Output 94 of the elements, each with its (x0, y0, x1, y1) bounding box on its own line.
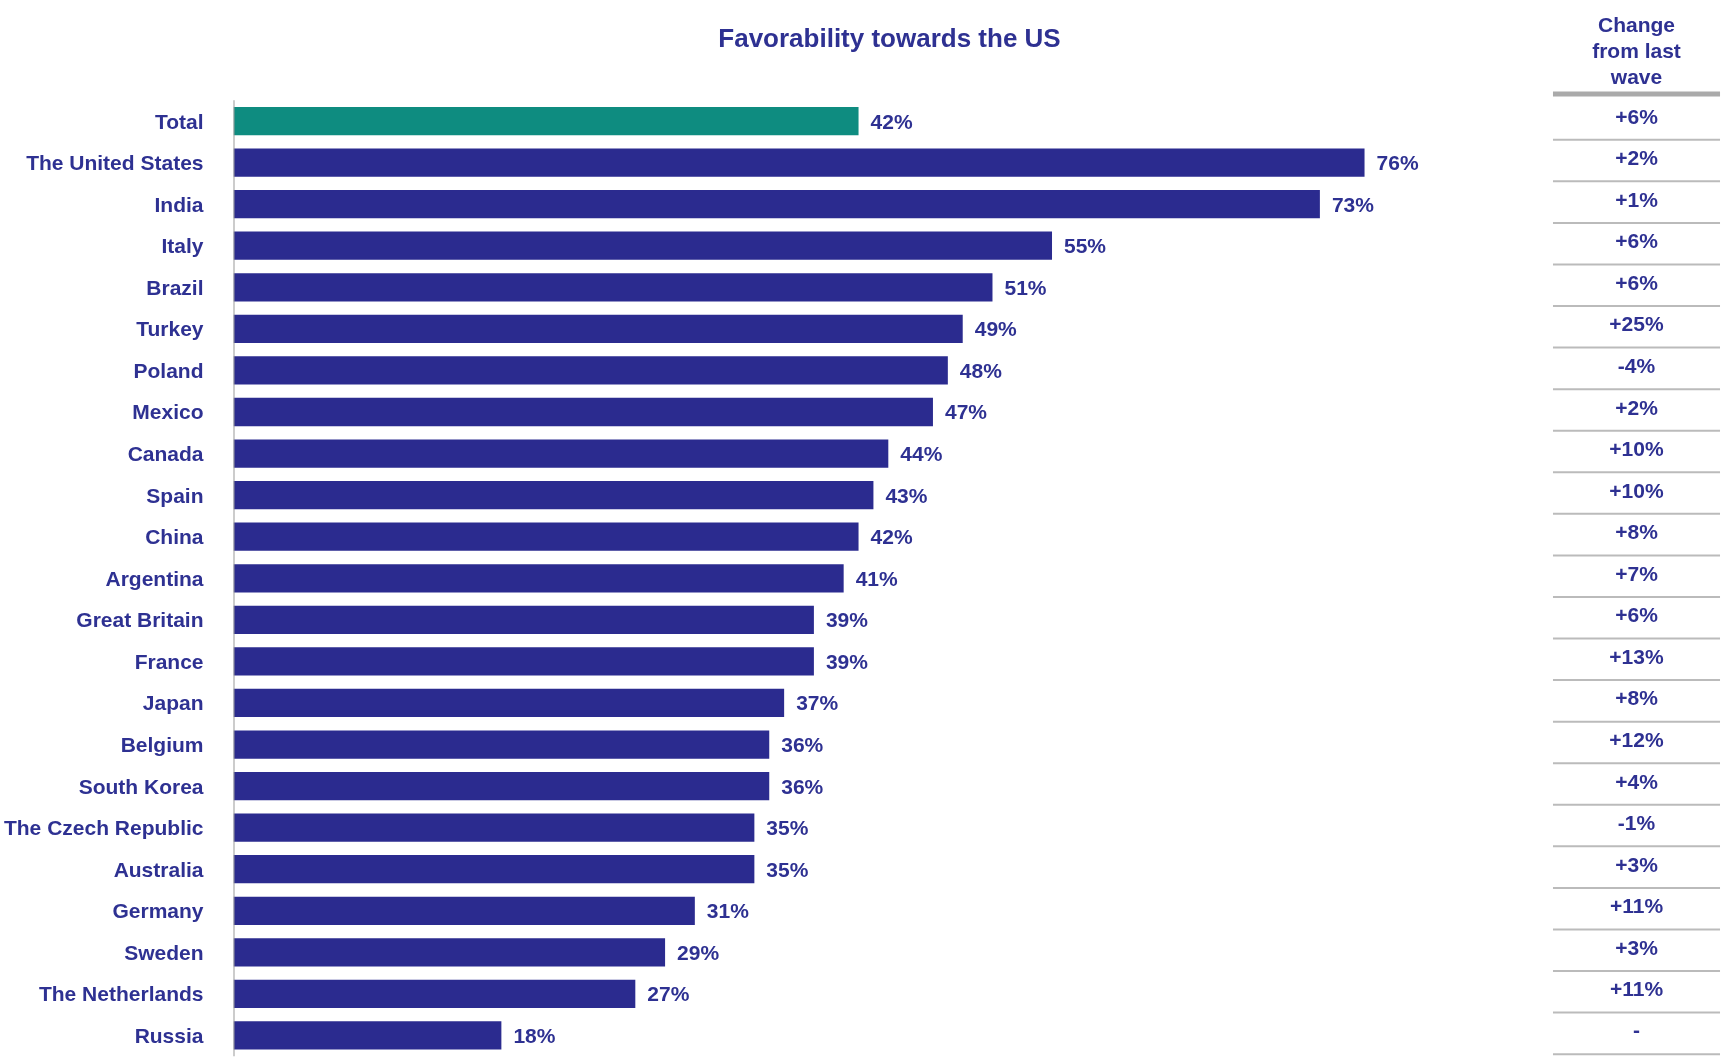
bar (233, 314, 963, 343)
bar (233, 730, 770, 759)
data-label: 37% (796, 691, 839, 715)
y-tick-label: Australia (113, 857, 204, 881)
text: +12% (1609, 728, 1664, 752)
y-tick-label: India (154, 192, 204, 216)
y-tick-label: China (145, 525, 204, 549)
text: +10% (1609, 437, 1664, 461)
text: +10% (1609, 478, 1664, 502)
y-tick-label: The United States (26, 151, 204, 175)
data-label: 42% (870, 109, 913, 133)
data-label: 55% (1064, 234, 1107, 258)
y-tick-label: Great Britain (76, 608, 204, 632)
chart-title: Favorability towards the US (718, 22, 1061, 53)
bar (233, 979, 636, 1009)
text: +11% (1609, 894, 1664, 918)
text: +3% (1615, 852, 1659, 876)
y-tick-label: Brazil (146, 275, 204, 299)
data-label: 27% (647, 982, 690, 1006)
bar (233, 605, 814, 634)
data-label: 36% (781, 774, 824, 798)
bar (233, 647, 814, 676)
data-label: 41% (855, 566, 899, 590)
data-label: 44% (900, 442, 943, 466)
text: -1% (1617, 811, 1656, 835)
text: +4% (1615, 769, 1659, 793)
y-tick-label: Mexico (132, 400, 204, 424)
data-label: 31% (706, 899, 750, 923)
text: +7% (1615, 561, 1659, 585)
bar (233, 231, 1053, 260)
bar (233, 148, 1365, 177)
text: +2% (1615, 395, 1659, 419)
bar (233, 688, 785, 718)
data-label: 29% (677, 940, 720, 964)
bar (233, 481, 874, 510)
data-label: 35% (766, 816, 809, 840)
y-tick-label: Canada (127, 442, 204, 466)
text: +6% (1615, 603, 1659, 627)
bar (233, 356, 948, 385)
bar (233, 1021, 502, 1050)
text: +6% (1615, 104, 1659, 128)
bar (233, 896, 695, 925)
bar (233, 439, 889, 468)
text: Change from last wave (1592, 13, 1681, 88)
data-label: 76% (1376, 151, 1419, 175)
text: - (1633, 1018, 1640, 1042)
y-tick-label: Russia (134, 1023, 204, 1047)
bar (233, 522, 859, 551)
y-tick-label: Sweden (124, 940, 204, 964)
y-tick-label: Germany (112, 899, 204, 923)
text: +6% (1615, 229, 1659, 253)
text: +8% (1615, 686, 1659, 710)
y-tick-label: France (134, 649, 204, 673)
text: +6% (1615, 270, 1659, 294)
data-label: 36% (781, 733, 824, 757)
data-label: 73% (1331, 192, 1375, 216)
bar (233, 190, 1320, 219)
data-label: 51% (1004, 275, 1047, 299)
data-label: 47% (944, 400, 988, 424)
y-tick-label: Turkey (136, 317, 204, 341)
bar (233, 273, 993, 302)
bar (233, 106, 859, 136)
data-label: 39% (825, 608, 869, 632)
text: +13% (1609, 644, 1664, 668)
text: +8% (1615, 520, 1659, 544)
text: +3% (1615, 935, 1659, 959)
text: +2% (1615, 146, 1659, 170)
y-tick-label: Belgium (120, 733, 204, 757)
data-label: 42% (870, 525, 913, 549)
data-label: 43% (885, 483, 928, 507)
data-label: 48% (959, 358, 1003, 382)
y-tick-label: Argentina (105, 566, 204, 590)
bar (233, 938, 666, 967)
bar (233, 397, 933, 427)
y-tick-label: Total (154, 109, 204, 133)
y-tick-label: The Netherlands (38, 982, 204, 1006)
y-tick-label: The Czech Republic (3, 816, 204, 840)
text: -4% (1617, 353, 1656, 377)
y-tick-label: Japan (142, 691, 204, 715)
data-label: 35% (766, 857, 809, 881)
bar (233, 813, 755, 842)
bar (233, 771, 770, 801)
y-tick-label: Spain (146, 483, 204, 507)
data-label: 49% (974, 317, 1018, 341)
text: +1% (1615, 187, 1659, 211)
data-label: 39% (825, 649, 869, 673)
text: +25% (1609, 312, 1664, 336)
y-tick-label: Poland (133, 358, 204, 382)
bar (233, 855, 755, 884)
y-tick-label: Italy (161, 234, 204, 258)
bar (233, 564, 844, 593)
y-tick-label: South Korea (78, 774, 204, 798)
text: +11% (1609, 977, 1664, 1001)
data-label: 18% (513, 1023, 556, 1047)
